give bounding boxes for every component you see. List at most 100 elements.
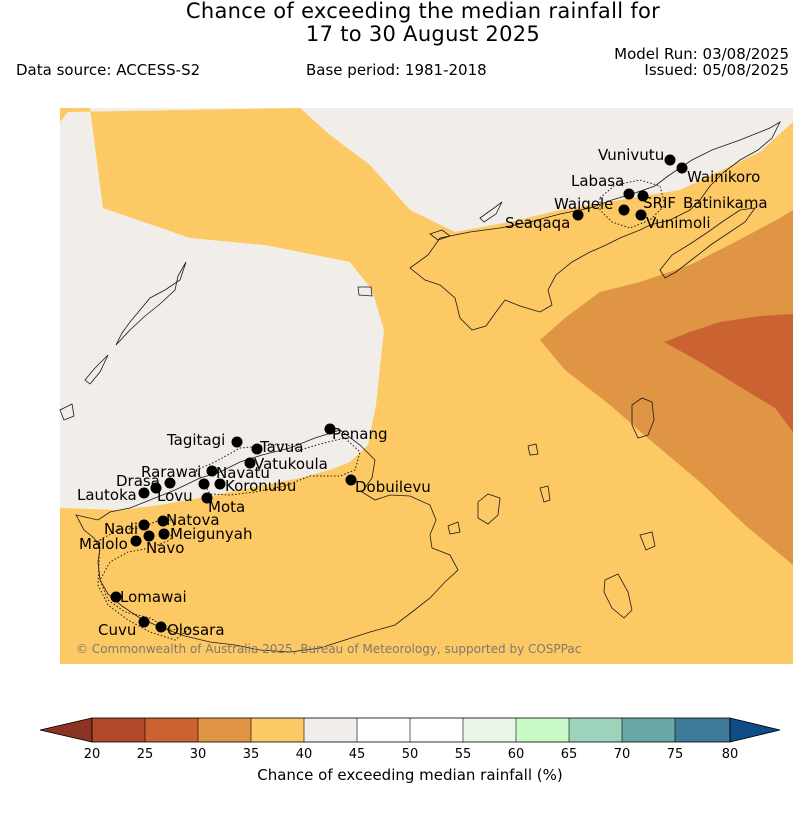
station-marker — [324, 423, 336, 435]
colorbar-tick-label: 55 — [455, 747, 472, 762]
taveuni-island — [659, 207, 756, 279]
station-label: Navo — [146, 539, 184, 557]
station-label: Lautoka — [77, 486, 137, 504]
station-label: Waiqele — [554, 195, 613, 213]
station-label: Batinikama — [683, 194, 768, 212]
station-marker — [214, 478, 226, 490]
zone-25-30 — [664, 314, 793, 432]
yadua-island — [115, 261, 187, 346]
station-label: Wainikoro — [687, 168, 760, 186]
station-label: Rarawai — [141, 463, 201, 481]
zone-30-35 — [540, 210, 793, 565]
title-line-1: Chance of exceeding the median rainfall … — [185, 0, 661, 23]
station-label: Penang — [332, 425, 387, 443]
small-islet-4 — [527, 443, 539, 456]
colorbar-over-arrow — [729, 717, 781, 743]
station-marker — [158, 528, 170, 540]
small-islet-west — [84, 354, 109, 385]
station-marker — [143, 530, 155, 542]
colorbar-tick-label: 20 — [84, 747, 101, 762]
station-labels: Vunivutu Wainikoro Labasa SRIF Batinikam… — [77, 146, 768, 639]
colorbar-tick-label: 40 — [296, 747, 313, 762]
station-label: Cuvu — [98, 621, 136, 639]
station-marker — [130, 535, 142, 547]
ovalau-island — [477, 493, 501, 525]
station-marker — [138, 519, 150, 531]
small-islet-8 — [447, 521, 461, 535]
colorbar-tick-label: 45 — [349, 747, 366, 762]
colorbar-tick-label: 50 — [402, 747, 419, 762]
station-label: Navatu — [216, 464, 270, 482]
vanua-levu-island — [409, 120, 781, 331]
colorbar-tick-label: 30 — [190, 747, 207, 762]
station-label: Natova — [166, 511, 220, 529]
station-label: Lovu — [157, 487, 193, 505]
viti-levu-island — [75, 429, 459, 653]
colorbar-bin — [145, 718, 198, 742]
colorbar: 20 25 30 35 40 45 50 55 60 65 70 75 80 — [39, 717, 781, 762]
station-marker — [637, 190, 649, 202]
base-period: Base period: 1981-2018 — [306, 61, 487, 79]
station-label: Lomawai — [120, 588, 187, 606]
station-label: Nadi — [104, 520, 138, 538]
colorbar-under-arrow — [39, 717, 93, 743]
colorbar-bin — [304, 718, 357, 742]
attribution: © Commonwealth of Australia 2025, Bureau… — [76, 642, 581, 656]
colorbar-dividers — [144, 718, 676, 742]
station-marker — [201, 492, 213, 504]
colorbar-tick-label: 80 — [722, 747, 739, 762]
colorbar-bin — [410, 718, 463, 742]
colorbar-tick-label: 65 — [561, 747, 578, 762]
small-islet-1 — [357, 286, 373, 297]
colorbar-bin — [92, 718, 145, 742]
colorbar-bin — [198, 718, 251, 742]
chart-title: Chance of exceeding the median rainfall … — [0, 0, 804, 46]
station-marker — [110, 591, 122, 603]
station-label: Vunimoli — [646, 214, 711, 232]
station-label: Malolo — [79, 535, 128, 553]
station-label: Tavua — [259, 438, 303, 456]
station-marker — [198, 478, 210, 490]
colorbar-tick-label: 25 — [137, 747, 154, 762]
colorbar-outline — [91, 717, 731, 743]
station-marker — [623, 188, 635, 200]
colorbar-bin — [569, 718, 622, 742]
colorbar-bin — [463, 718, 516, 742]
station-marker — [231, 436, 243, 448]
forecast-map: Vunivutu Wainikoro Labasa SRIF Batinikam… — [59, 108, 793, 664]
colorbar-bin — [251, 718, 304, 742]
station-label: Labasa — [571, 172, 624, 190]
station-marker — [664, 154, 676, 166]
colorbar-tick-label: 70 — [614, 747, 631, 762]
station-label: Mota — [208, 498, 245, 516]
small-islet-7 — [429, 229, 451, 241]
colorbar-ticks: 20 25 30 35 40 45 50 55 60 65 70 75 80 — [84, 747, 739, 762]
issued-date: Issued: 05/08/2025 — [644, 61, 789, 79]
colorbar-tick-label: 35 — [243, 747, 260, 762]
station-marker — [138, 487, 150, 499]
station-label: Seaqaqa — [505, 214, 570, 232]
station-marker — [618, 204, 630, 216]
colorbar-bin — [622, 718, 675, 742]
koro-island — [631, 397, 655, 439]
small-islet-3 — [539, 485, 551, 503]
station-marker — [345, 474, 357, 486]
small-islet-5 — [59, 403, 75, 421]
station-markers — [110, 154, 688, 633]
station-marker — [572, 209, 584, 221]
station-label: Dobuilevu — [355, 478, 431, 496]
station-marker — [150, 482, 162, 494]
boundary-labasa-area — [599, 179, 666, 229]
gau-island — [603, 573, 633, 619]
station-label: Drasa — [116, 472, 160, 490]
station-marker — [138, 616, 150, 628]
station-label: SRIF — [643, 194, 676, 212]
station-marker — [244, 457, 256, 469]
model-run: Model Run: 03/08/2025 — [614, 45, 789, 63]
station-label: Olosara — [167, 621, 225, 639]
station-marker — [676, 162, 688, 174]
colorbar-bin — [516, 718, 569, 742]
coastlines — [59, 120, 781, 653]
station-label: Tagitagi — [166, 431, 225, 449]
station-marker — [157, 515, 169, 527]
